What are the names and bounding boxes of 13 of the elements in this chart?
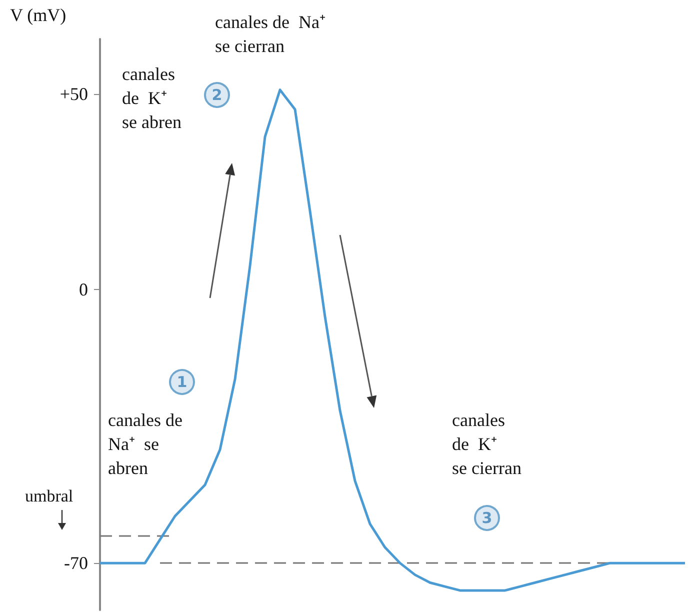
ref-line-label: umbral xyxy=(25,486,74,506)
y-tick-label: 0 xyxy=(79,279,88,300)
line-series xyxy=(98,88,686,592)
annotation: canales de K⁺ se cierran xyxy=(452,410,522,478)
y-tick-label: +50 xyxy=(60,84,88,104)
annotation: canales de Na⁺ se abren xyxy=(108,410,182,478)
annotation: canales de K⁺ se abren xyxy=(122,64,182,132)
annotation: 3 xyxy=(482,509,492,527)
annotation: canales de Na⁺ se cierran xyxy=(215,12,326,56)
y-tick-label: -70 xyxy=(64,553,88,574)
annotation: 2 xyxy=(212,86,222,104)
y-axis-title: V (mV) xyxy=(10,5,66,25)
annotation: 1 xyxy=(176,373,188,391)
